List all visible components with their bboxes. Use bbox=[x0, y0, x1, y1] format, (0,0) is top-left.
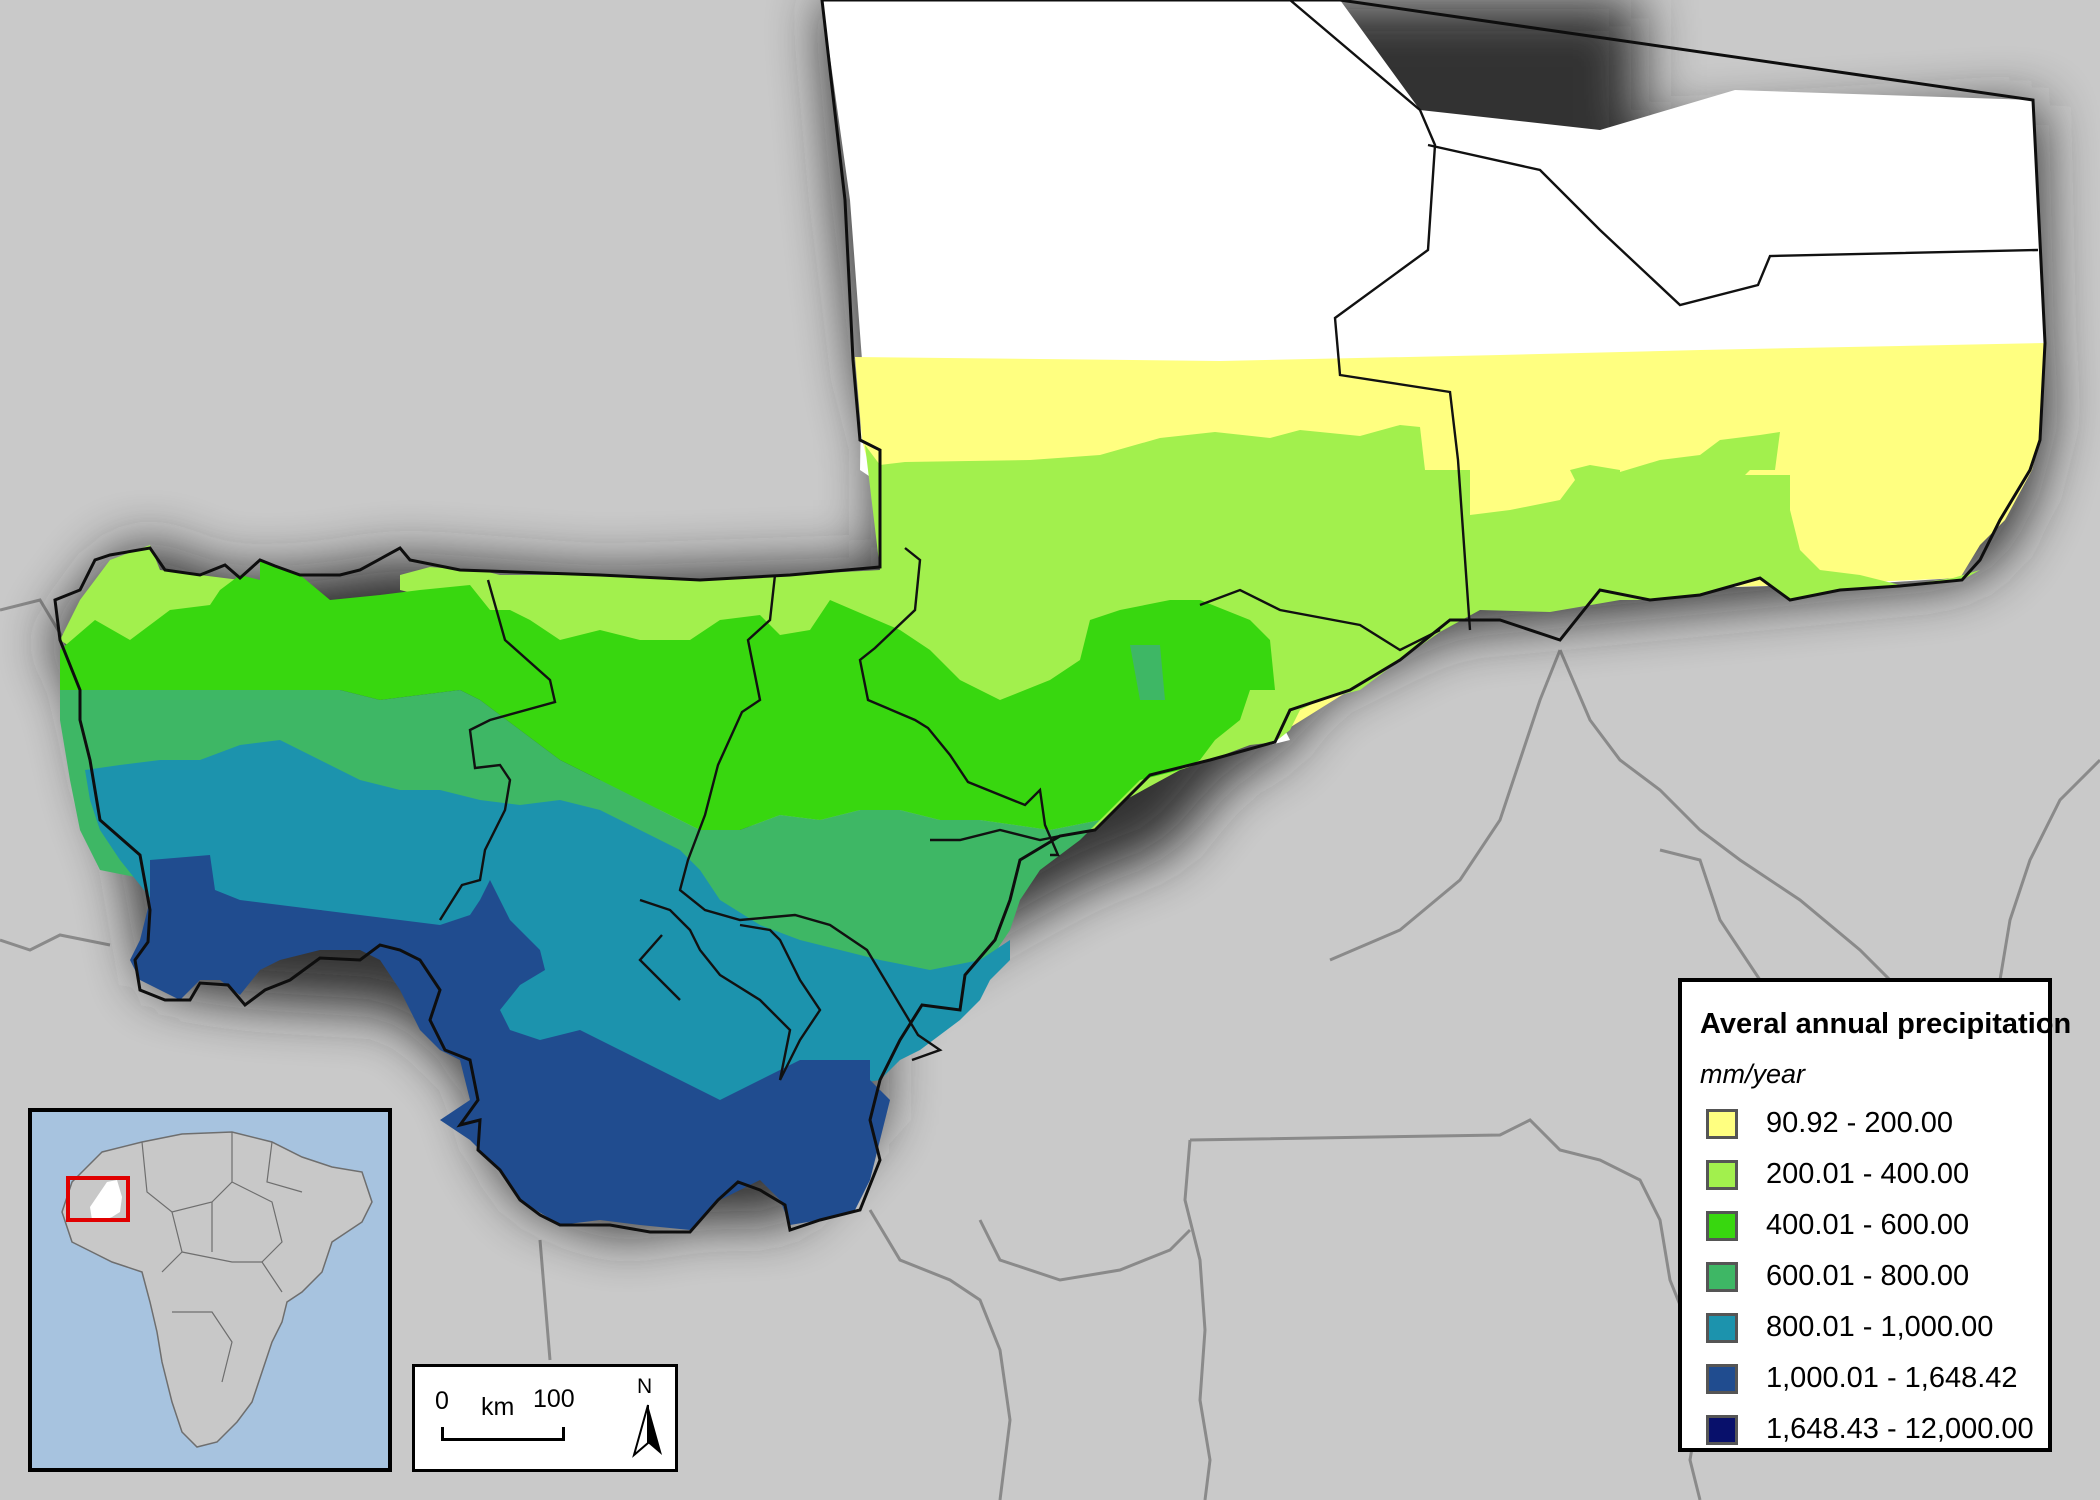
legend-swatch bbox=[1706, 1261, 1738, 1292]
africa-landmass bbox=[61, 1131, 373, 1448]
legend-item: 400.01 - 600.00 bbox=[1700, 1200, 2048, 1251]
legend-label: 1,648.43 - 12,000.00 bbox=[1766, 1413, 2034, 1445]
legend-items: 90.92 - 200.00 200.01 - 400.00 400.01 - … bbox=[1700, 1098, 2048, 1455]
zone-400-600 bbox=[60, 560, 1275, 830]
legend-item: 800.01 - 1,000.00 bbox=[1700, 1302, 2048, 1353]
inset-locator-map bbox=[28, 1108, 392, 1472]
zone-200-400 bbox=[60, 425, 1980, 840]
inset-svg bbox=[61, 1131, 373, 1448]
country-outline bbox=[53, 0, 2047, 1234]
north-arrow-icon bbox=[632, 1404, 662, 1458]
neighbor-country-borders bbox=[0, 598, 2100, 1500]
scale-bar-box: 0 km 100 N bbox=[412, 1364, 678, 1472]
legend-label: 600.01 - 800.00 bbox=[1766, 1260, 1970, 1292]
north-label: N bbox=[637, 1375, 653, 1398]
legend-label: 1,000.01 - 1,648.42 bbox=[1766, 1362, 2018, 1394]
legend-swatch bbox=[1706, 1312, 1738, 1343]
scale-bar bbox=[441, 1427, 565, 1441]
scale-unit-label: km bbox=[481, 1393, 515, 1421]
legend-swatch bbox=[1706, 1414, 1738, 1445]
legend-item: 1,000.01 - 1,648.42 bbox=[1700, 1353, 2048, 1404]
legend-item: 200.01 - 400.00 bbox=[1700, 1149, 2048, 1200]
inset-study-area bbox=[90, 1180, 122, 1222]
legend-item: 90.92 - 200.00 bbox=[1700, 1098, 2048, 1149]
zone-800-1000 bbox=[85, 740, 1010, 1120]
inset-country-borders bbox=[141, 1132, 303, 1383]
legend-swatch bbox=[1706, 1210, 1738, 1241]
legend-label: 800.01 - 1,000.00 bbox=[1766, 1311, 1994, 1343]
legend-item: 600.01 - 800.00 bbox=[1700, 1251, 2048, 1302]
scale-end-label: 100 bbox=[533, 1385, 575, 1413]
legend-swatch bbox=[1706, 1159, 1738, 1190]
legend-title: Averal annual precipitation bbox=[1700, 1008, 2072, 1040]
inset-highlight-box bbox=[66, 1176, 130, 1222]
zone-1000-1648 bbox=[130, 855, 890, 1230]
legend-label: 200.01 - 400.00 bbox=[1766, 1158, 1970, 1190]
legend-unit: mm/year bbox=[1700, 1059, 1806, 1089]
scale-start-label: 0 bbox=[435, 1387, 449, 1415]
legend: Averal annual precipitation mm/year 90.9… bbox=[1678, 978, 2072, 1455]
legend-swatch bbox=[1706, 1363, 1738, 1394]
admin-boundaries bbox=[438, 0, 2039, 1081]
legend-label: 400.01 - 600.00 bbox=[1766, 1209, 1970, 1241]
legend-item: 1,648.43 - 12,000.00 bbox=[1700, 1404, 2048, 1455]
legend-swatch bbox=[1706, 1108, 1738, 1139]
legend-label: 90.92 - 200.00 bbox=[1766, 1107, 1954, 1139]
